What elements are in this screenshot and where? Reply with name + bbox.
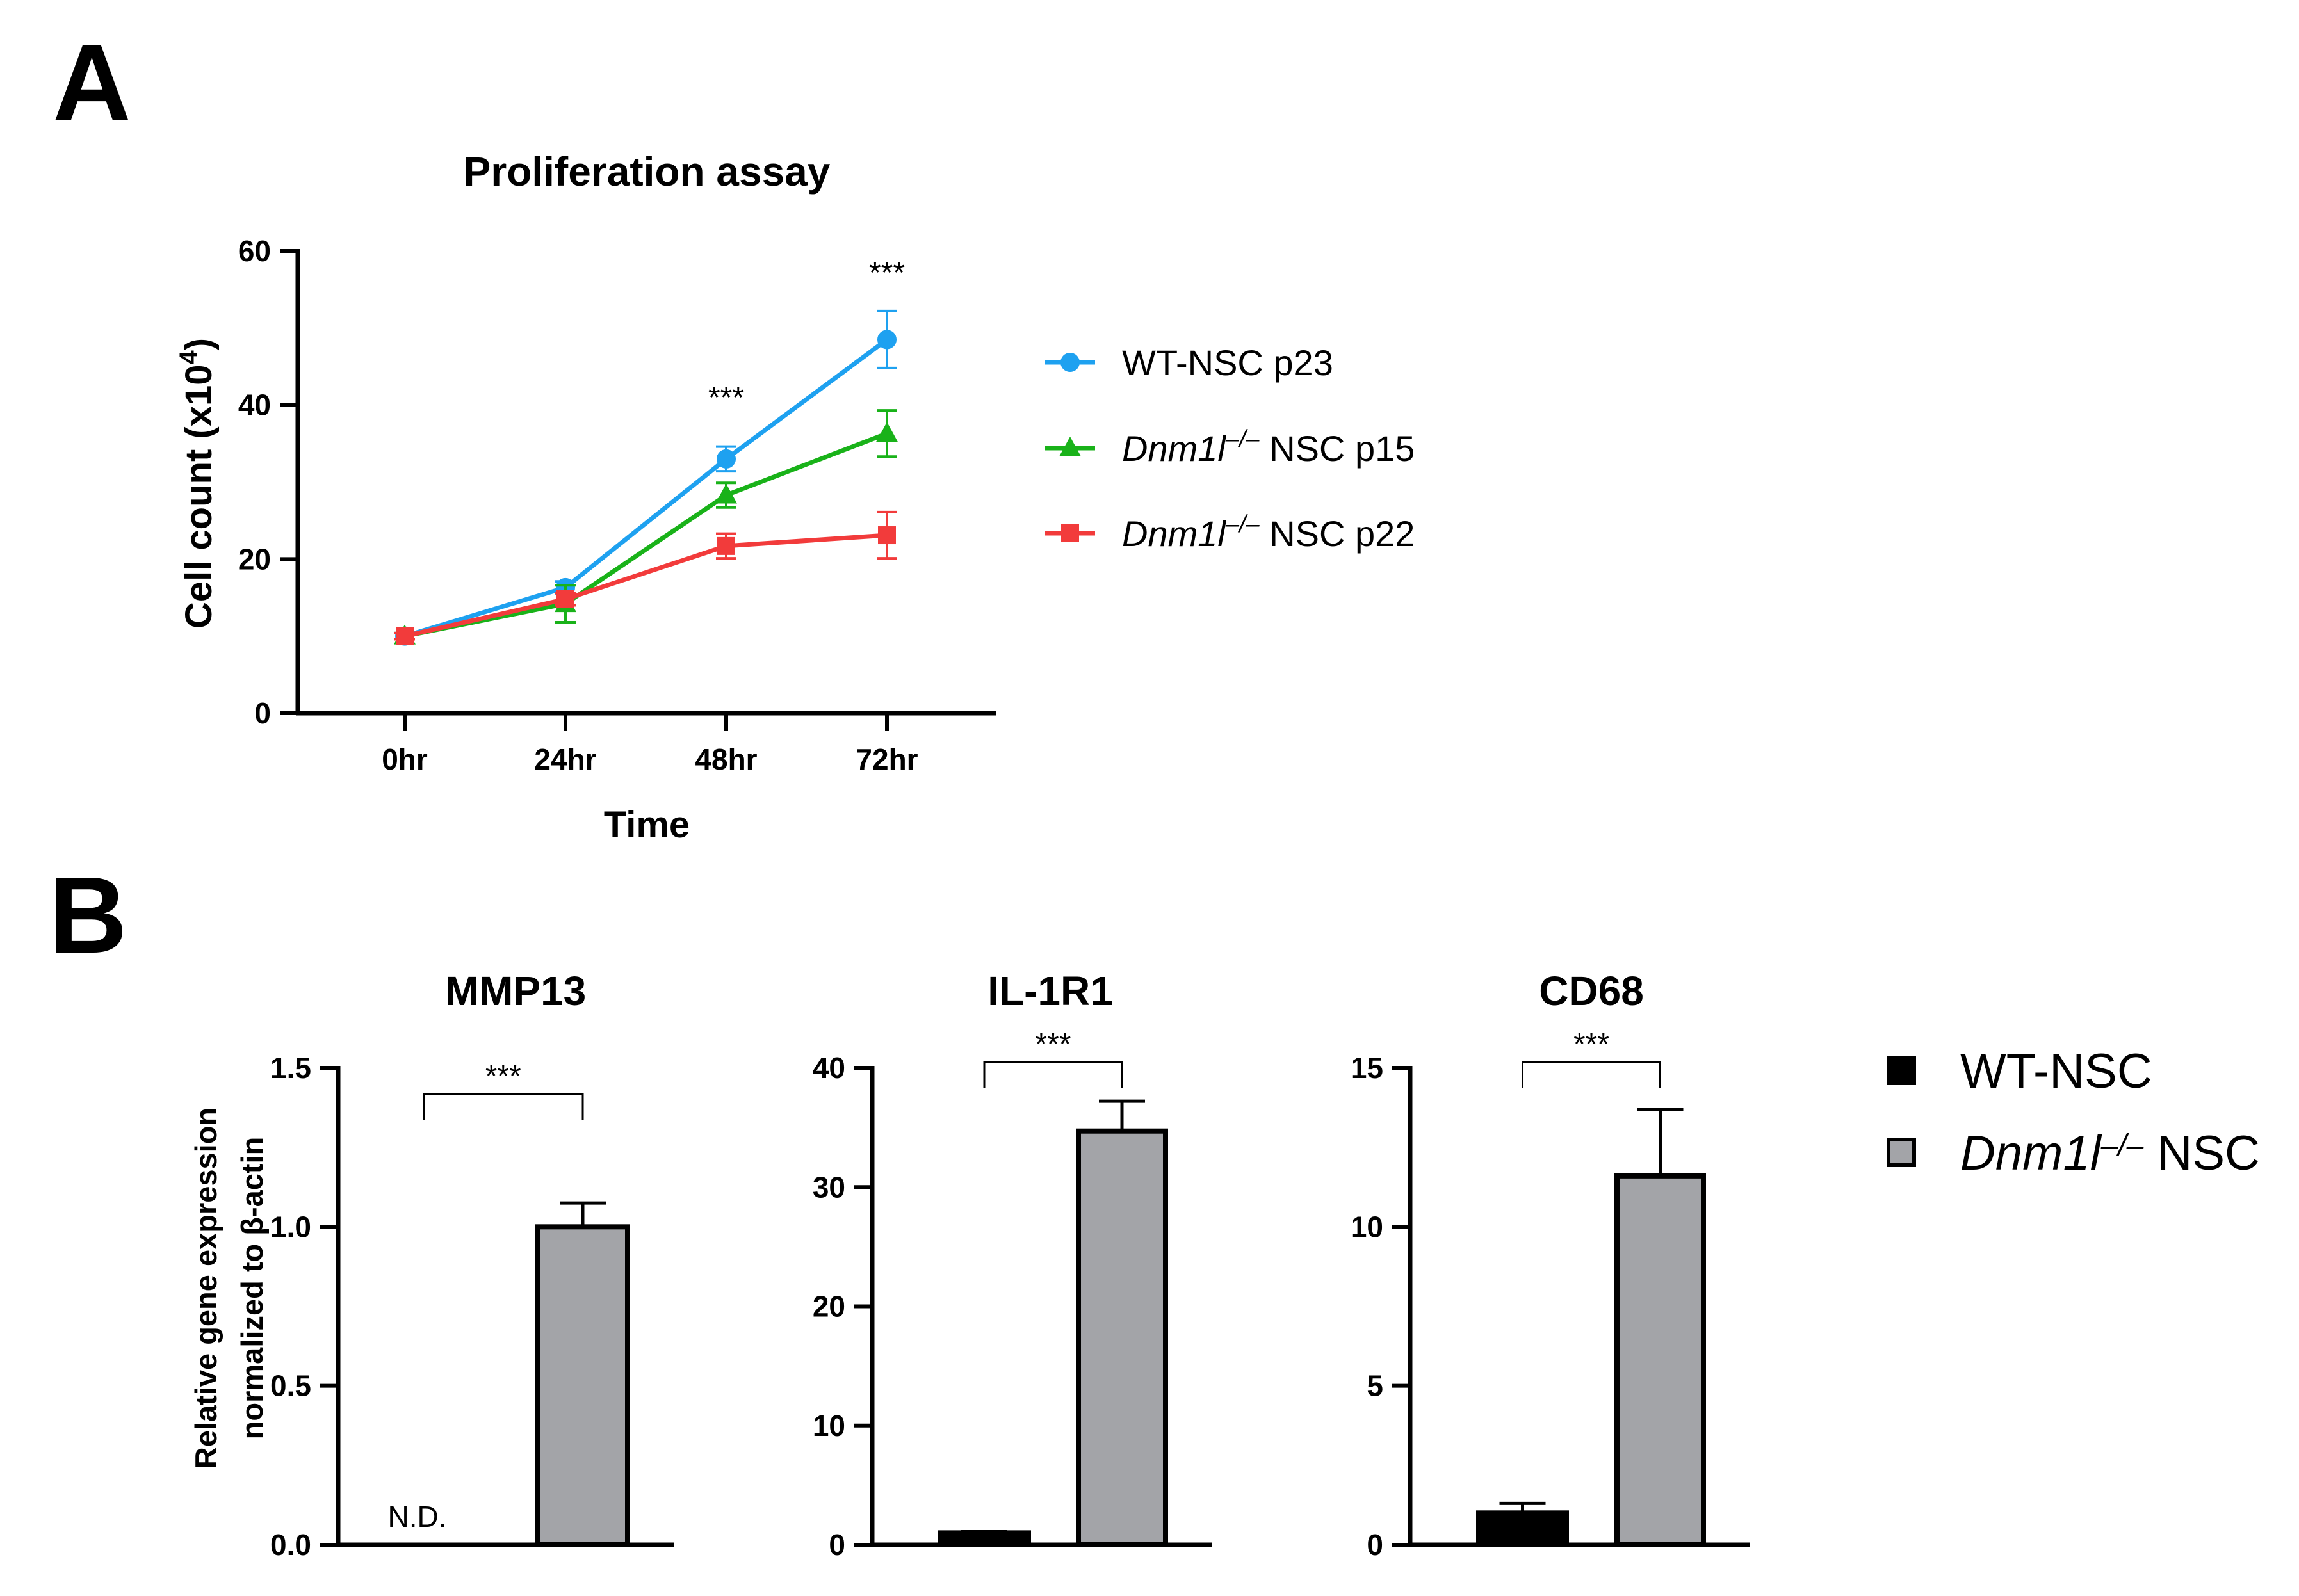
y-tick-label: 0 xyxy=(1367,1528,1383,1561)
bar xyxy=(1076,1128,1168,1547)
bar-chart-il1r1: IL-1R1 0 10 20 30 40 *** xyxy=(813,968,1212,1561)
x-axis: 0hr 24hr 48hr 72hr xyxy=(296,711,996,776)
data-point xyxy=(715,483,737,504)
legend-item: WT-NSC xyxy=(1887,1044,2152,1099)
y-tick-label: 20 xyxy=(813,1290,845,1323)
legend-item: WT-NSC p23 xyxy=(1045,343,1333,383)
data-point xyxy=(876,422,898,442)
y-tick-label: 30 xyxy=(813,1170,845,1204)
data-point xyxy=(877,330,897,350)
bar xyxy=(1476,1510,1569,1547)
legend-rest: NSC p22 xyxy=(1260,513,1415,554)
bar xyxy=(1614,1173,1706,1548)
legend-italic: Dnm1l xyxy=(1960,1126,2102,1181)
legend-item: Dnm1l–/– NSC xyxy=(1887,1126,2260,1181)
data-point xyxy=(556,590,574,608)
chart-title: Proliferation assay xyxy=(464,149,831,195)
legend-marker xyxy=(1060,353,1080,372)
legend-sup: –/– xyxy=(2100,1129,2144,1163)
significance-marker: *** xyxy=(485,1060,521,1093)
x-tick-label: 24hr xyxy=(534,743,596,776)
legend-label: Dnm1l–/– NSC xyxy=(1960,1126,2260,1181)
legend-label: Dnm1l–/– NSC p15 xyxy=(1122,426,1415,469)
legend-label: Dnm1l–/– NSC p22 xyxy=(1122,511,1415,554)
series-line xyxy=(404,533,888,639)
legend-label: WT-NSC xyxy=(1960,1044,2152,1099)
y-tick-label: 0 xyxy=(254,697,271,730)
bar-chart-cd68: CD68 0 5 10 15 *** xyxy=(1351,968,1750,1561)
y-tick-label: 40 xyxy=(813,1051,845,1084)
series-1 xyxy=(394,409,898,645)
significance-bracket xyxy=(983,1061,1123,1088)
series-group xyxy=(394,309,898,646)
x-tick-label: 48hr xyxy=(695,743,757,776)
y-tick-label: 0.0 xyxy=(270,1528,311,1561)
legend-swatch xyxy=(1887,1056,1916,1085)
legend-sup: –/– xyxy=(1225,426,1260,453)
legend-marker xyxy=(1061,524,1079,542)
series-2 xyxy=(394,510,897,645)
y-axis-label: Cell count (x104) xyxy=(175,338,220,629)
y-tick-label: 1.0 xyxy=(270,1210,311,1243)
bar-y-axis-label-line1: Relative gene expression xyxy=(189,1108,223,1469)
legend-item: Dnm1l–/– NSC p15 xyxy=(1045,426,1415,469)
data-point xyxy=(717,449,736,469)
legend-italic: Dnm1l xyxy=(1122,513,1226,554)
proliferation-chart: Proliferation assay 0 20 40 60 0hr 24hr 48hr 7… xyxy=(175,149,1415,846)
legend-marker xyxy=(1059,437,1081,456)
chart-title: MMP13 xyxy=(445,968,587,1014)
data-point xyxy=(717,536,735,555)
y-tick-label: 40 xyxy=(238,389,271,422)
significance-bracket xyxy=(1522,1061,1661,1088)
legend-rest: WT-NSC xyxy=(1960,1044,2152,1099)
bar-chart-mmp13: MMP13 0.0 0.5 1.0 1.5 N.D. *** xyxy=(270,968,674,1561)
panel-label-a: A xyxy=(53,22,131,144)
annotations: *** *** xyxy=(708,256,905,415)
bar-y-axis-label-line2: normalized to β-actin xyxy=(235,1137,269,1440)
y-tick-label: 10 xyxy=(1351,1210,1383,1243)
x-tick-label: 72hr xyxy=(856,743,918,776)
legend-label: WT-NSC p23 xyxy=(1122,343,1333,383)
y-tick-label: 5 xyxy=(1367,1369,1383,1403)
chart-title: CD68 xyxy=(1539,968,1644,1014)
y-tick-label: 0.5 xyxy=(270,1369,311,1403)
data-point xyxy=(396,627,414,645)
y-tick-label: 1.5 xyxy=(270,1051,311,1084)
bar xyxy=(535,1224,630,1548)
y-tick-label: 0 xyxy=(829,1528,845,1561)
y-tick-label: 20 xyxy=(238,542,271,576)
significance-marker: *** xyxy=(1573,1028,1609,1061)
series-line xyxy=(404,431,888,639)
legend-sup: –/– xyxy=(1225,511,1260,538)
legend-item: Dnm1l–/– NSC p22 xyxy=(1045,511,1415,554)
chart-title: IL-1R1 xyxy=(987,968,1113,1014)
y-tick-label: 15 xyxy=(1351,1051,1383,1084)
not-detected-label: N.D. xyxy=(388,1500,447,1533)
significance-bracket xyxy=(423,1093,584,1120)
legend-b: WT-NSC Dnm1l–/– NSC xyxy=(1887,1044,2260,1181)
series-0 xyxy=(394,309,897,646)
significance-marker: *** xyxy=(708,381,744,415)
y-tick-label: 10 xyxy=(813,1409,845,1442)
y-axis: 0 20 40 60 xyxy=(238,234,300,730)
data-point xyxy=(878,526,896,545)
bar xyxy=(938,1530,1031,1547)
legend-italic: Dnm1l xyxy=(1122,428,1226,469)
legend-swatch xyxy=(1887,1138,1916,1167)
x-tick-label: 0hr xyxy=(382,743,428,776)
legend-rest: WT-NSC p23 xyxy=(1122,343,1333,383)
series-line xyxy=(403,337,889,639)
x-axis-label: Time xyxy=(604,804,690,846)
y-tick-label: 60 xyxy=(238,234,271,268)
legend-rest: NSC p15 xyxy=(1260,428,1415,469)
significance-marker: *** xyxy=(869,256,905,290)
legend-rest: NSC xyxy=(2143,1126,2260,1181)
significance-marker: *** xyxy=(1035,1028,1071,1061)
panel-label-b: B xyxy=(49,855,127,976)
